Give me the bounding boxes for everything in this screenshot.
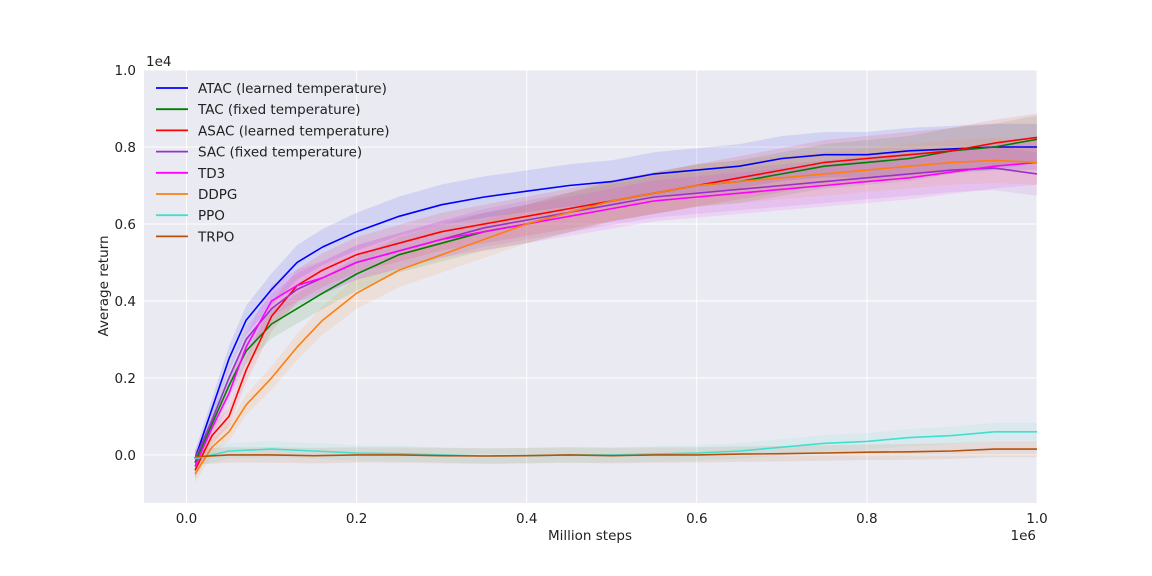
legend-label-ppo: PPO: [198, 208, 225, 224]
legend-label-asac-learned-temperature: ASAC (learned temperature): [198, 123, 390, 139]
line-trpo: [194, 448, 1037, 458]
line-atac-learned-temperature: [194, 146, 1037, 459]
legend-label-td3: TD3: [197, 166, 225, 182]
x-tick-label: 1.0: [1026, 511, 1047, 527]
y-tick-label: 0.2: [115, 371, 136, 387]
x-tick-label: 0.2: [346, 511, 367, 527]
x-tick-label: 0.8: [856, 511, 877, 527]
line-asac-learned-temperature: [194, 136, 1038, 471]
x-axis-label: Million steps: [548, 528, 632, 544]
legend-label-tac-fixed-temperature: TAC (fixed temperature): [197, 102, 361, 118]
band-atac-learned-temperature: [195, 123, 1037, 467]
legend: ATAC (learned temperature) TAC (fixed tem…: [156, 81, 390, 245]
x-tick-labels: 0.0 0.2 0.4 0.6 0.8 1.0: [176, 511, 1048, 527]
y-tick-label: 0.4: [115, 294, 136, 310]
line-td3: [194, 161, 1038, 467]
grid: [144, 69, 1038, 503]
y-tick-label: 0.8: [115, 140, 136, 156]
y-axis-label: Average return: [96, 235, 112, 336]
legend-label-trpo: TRPO: [197, 229, 234, 245]
y-tick-labels: 0.0 0.2 0.4 0.6 0.8 1.0: [115, 63, 136, 464]
legend-label-atac-learned-temperature: ATAC (learned temperature): [198, 81, 387, 97]
line-ddpg: [194, 159, 1038, 475]
x-tick-label: 0.6: [686, 511, 707, 527]
x-tick-label: 0.0: [176, 511, 197, 527]
y-offset-label: 1e4: [146, 54, 171, 70]
legend-label-sac-fixed-temperature: SAC (fixed temperature): [198, 145, 362, 161]
band-trpo: [195, 441, 1037, 465]
y-tick-label: 0.6: [115, 217, 136, 233]
band-td3: [195, 140, 1037, 475]
x-offset-label: 1e6: [1011, 528, 1036, 544]
x-tick-label: 0.4: [516, 511, 537, 527]
line-sac-fixed-temperature: [194, 167, 1038, 460]
legend-label-ddpg: DDPG: [198, 187, 237, 203]
band-sac-fixed-temperature: [195, 146, 1037, 467]
plot-background: [144, 70, 1037, 503]
y-tick-label: 1.0: [115, 63, 136, 79]
series-lines: [194, 136, 1038, 475]
y-tick-label: 0.0: [115, 448, 136, 464]
